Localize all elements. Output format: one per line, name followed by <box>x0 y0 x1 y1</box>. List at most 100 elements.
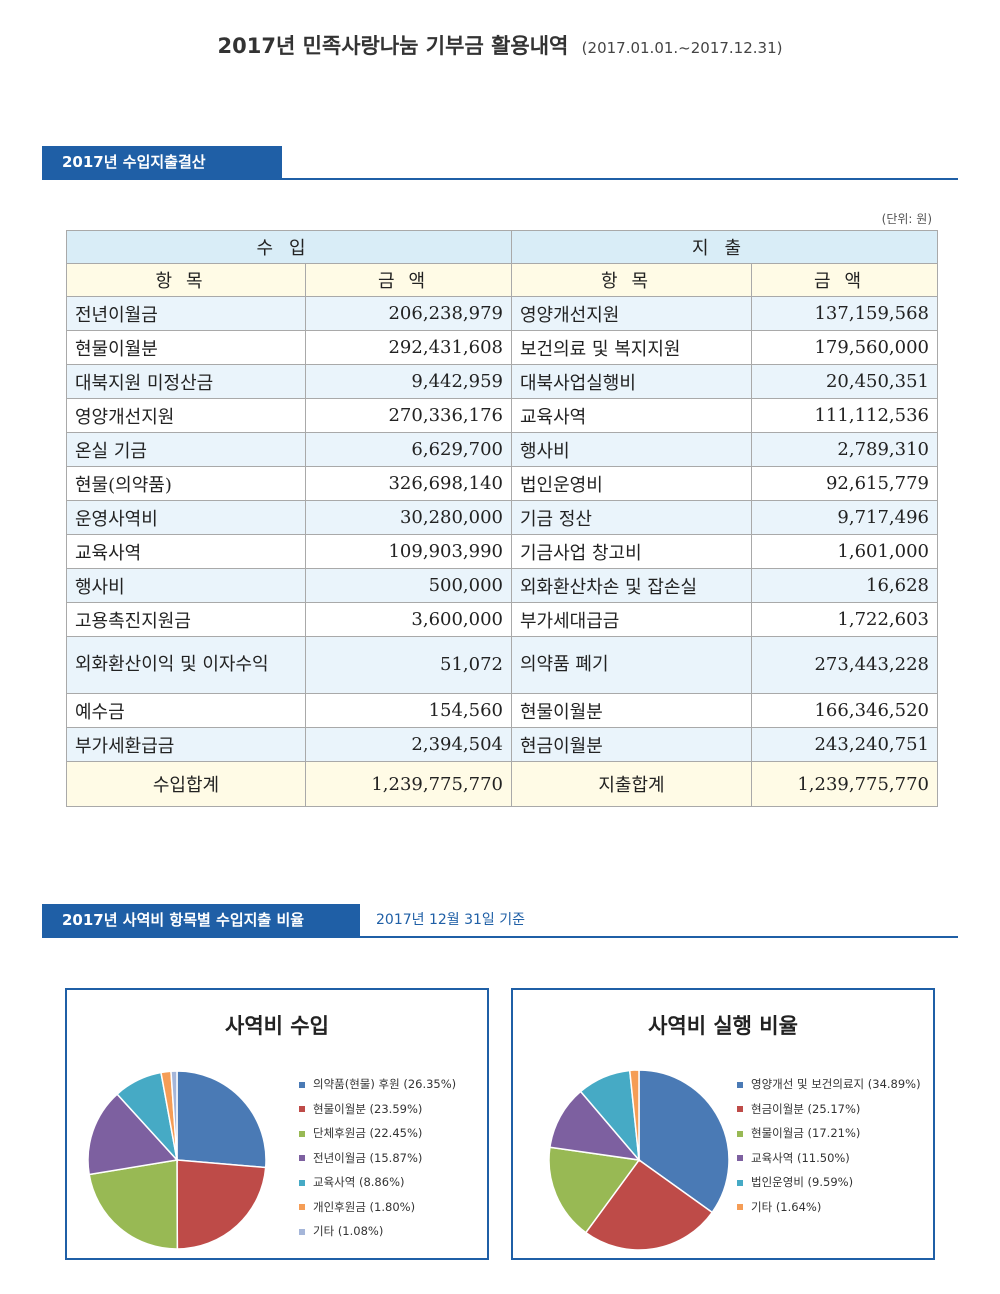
income-chart-box: 사역비 수입 의약품(현물) 후원 (26.35%) 현물이월분 (23.59%)… <box>65 988 489 1260</box>
legend-swatch <box>299 1106 305 1112</box>
income-item-cell: 행사비 <box>66 568 306 603</box>
expense-item-cell: 기금사업 창고비 <box>511 534 752 569</box>
table-row: 대북지원 미정산금 9,442,959 대북사업실행비 20,450,351 <box>66 364 938 399</box>
expense-amount-cell: 20,450,351 <box>751 364 938 399</box>
legend-item: 의약품(현물) 후원 (26.35%) <box>299 1074 456 1099</box>
pie-slice-1 <box>176 1070 267 1169</box>
legend-label: 현물이월금 (17.21%) <box>751 1126 861 1140</box>
expense-item-cell: 현금이월분 <box>511 727 752 762</box>
income-item-cell: 현물이월분 <box>66 330 306 365</box>
expense-amount-cell: 179,560,000 <box>751 330 938 365</box>
income-amount-cell: 270,336,176 <box>305 398 512 433</box>
income-amount-cell: 30,280,000 <box>305 500 512 535</box>
section-header-settlement: 2017년 수입지출결산 <box>42 146 958 180</box>
expense-amount-cell: 273,443,228 <box>751 636 938 694</box>
income-amount-cell: 292,431,608 <box>305 330 512 365</box>
expense-chart-title: 사역비 실행 비율 <box>648 1014 798 1038</box>
table-row: 외화환산이익 및 이자수익 51,072 의약품 폐기 273,443,228 <box>66 636 938 694</box>
table-row: 온실 기금 6,629,700 행사비 2,789,310 <box>66 432 938 467</box>
section-title-settlement: 2017년 수입지출결산 <box>42 146 282 178</box>
legend-swatch <box>299 1179 305 1186</box>
legend-swatch <box>737 1081 743 1088</box>
expense-amount-header: 금액 <box>751 263 938 297</box>
expense-item-cell: 교육사역 <box>511 398 752 433</box>
pie-slice-7 <box>170 1070 178 1161</box>
pie-slice-3 <box>548 1146 641 1234</box>
income-item-cell: 교육사역 <box>66 534 306 569</box>
table-row: 영양개선지원 270,336,176 교육사역 111,112,536 <box>66 398 938 433</box>
income-item-cell: 운영사역비 <box>66 500 306 535</box>
section-header-ratio: 2017년 사역비 항목별 수입지출 비율 2017년 12월 31일 기준 <box>42 904 958 938</box>
expense-item-cell: 대북사업실행비 <box>511 364 752 399</box>
income-amount-cell: 2,394,504 <box>305 727 512 762</box>
income-amount-cell: 51,072 <box>305 636 512 694</box>
income-amount-cell: 109,903,990 <box>305 534 512 569</box>
expense-header: 지출 <box>511 230 938 264</box>
legend-item: 교육사역 (11.50%) <box>737 1148 921 1173</box>
income-item-cell: 영양개선지원 <box>66 398 306 433</box>
table-row: 현물(의약품) 326,698,140 법인운영비 92,615,779 <box>66 466 938 501</box>
expense-amount-cell: 137,159,568 <box>751 296 938 331</box>
table-row: 부가세환급금 2,394,504 현금이월분 243,240,751 <box>66 727 938 762</box>
legend-swatch <box>299 1081 305 1088</box>
income-chart-title: 사역비 수입 <box>225 1014 329 1038</box>
legend-label: 단체후원금 (22.45%) <box>313 1126 423 1140</box>
pie-slice-2 <box>176 1159 267 1250</box>
legend-swatch <box>737 1130 743 1137</box>
pie-slice-4 <box>549 1090 641 1162</box>
income-item-cell: 현물(의약품) <box>66 466 306 501</box>
expense-item-cell: 보건의료 및 복지지원 <box>511 330 752 365</box>
legend-label: 개인후원금 (1.80%) <box>313 1199 416 1214</box>
legend-label: 현물이월분 (23.59%) <box>313 1101 423 1116</box>
expense-amount-cell: 92,615,779 <box>751 466 938 501</box>
expense-legend: 영양개선 및 보건의료지 (34.89%) 현금이월분 (25.17%) 현물이월금… <box>737 1074 921 1221</box>
legend-label: 기타 (1.64%) <box>751 1199 822 1214</box>
expense-item-header: 항목 <box>511 263 752 297</box>
page-title-text: 2017년 민족사랑나눔 기부금 활용내역 <box>217 34 569 58</box>
income-amount-cell: 3,600,000 <box>305 602 512 637</box>
expense-item-cell: 행사비 <box>511 432 752 467</box>
expense-item-cell: 현물이월분 <box>511 693 752 728</box>
expense-item-cell: 의약품 폐기 <box>511 636 752 694</box>
income-amount-cell: 326,698,140 <box>305 466 512 501</box>
expense-amount-cell: 1,601,000 <box>751 534 938 569</box>
settlement-table: 수입 지출 항목 금액 항목 금액 전년이월금 206,238,979 영양개선지원… <box>66 230 938 807</box>
expense-amount-cell: 16,628 <box>751 568 938 603</box>
legend-label: 전년이월금 (15.87%) <box>313 1150 423 1165</box>
expense-amount-cell: 243,240,751 <box>751 727 938 762</box>
table-row: 예수금 154,560 현물이월분 166,346,520 <box>66 693 938 728</box>
legend-label: 법인운영비 (9.59%) <box>751 1175 854 1189</box>
legend-item: 현금이월분 (25.17%) <box>737 1099 921 1124</box>
page-period: (2017.01.01.~2017.12.31) <box>581 39 783 57</box>
expense-item-cell: 부가세대급금 <box>511 602 752 637</box>
income-item-cell: 대북지원 미정산금 <box>66 364 306 399</box>
income-item-cell: 외화환산이익 및 이자수익 <box>66 636 306 694</box>
expense-amount-cell: 2,789,310 <box>751 432 938 467</box>
legend-swatch <box>737 1155 743 1161</box>
total-row: 수입합계 1,239,775,770 지출합계 1,239,775,770 <box>66 761 938 807</box>
legend-swatch <box>299 1155 305 1161</box>
expense-amount-cell: 166,346,520 <box>751 693 938 728</box>
expense-chart-box: 사역비 실행 비율 영양개선 및 보건의료지 (34.89%) 현금이월분 (25… <box>511 988 935 1260</box>
pie-slice-4 <box>87 1093 179 1176</box>
pie-slice-6 <box>628 1069 640 1161</box>
income-item-cell: 온실 기금 <box>66 432 306 467</box>
income-amount-cell: 9,442,959 <box>305 364 512 399</box>
income-total-amount: 1,239,775,770 <box>305 761 512 807</box>
unit-label: (단위: 원) <box>881 212 932 226</box>
table-row: 전년이월금 206,238,979 영양개선지원 137,159,568 <box>66 296 938 331</box>
pie-slice-2 <box>584 1158 714 1251</box>
income-item-header: 항목 <box>66 263 306 297</box>
income-item-cell: 예수금 <box>66 693 306 728</box>
income-total-label: 수입합계 <box>66 761 306 807</box>
table-row: 교육사역 109,903,990 기금사업 창고비 1,601,000 <box>66 534 938 569</box>
legend-swatch <box>299 1204 305 1210</box>
section-title-ratio: 2017년 사역비 항목별 수입지출 비율 <box>42 904 360 936</box>
income-amount-cell: 154,560 <box>305 693 512 728</box>
table-row: 운영사역비 30,280,000 기금 정산 9,717,496 <box>66 500 938 535</box>
table-row: 현물이월분 292,431,608 보건의료 및 복지지원 179,560,000 <box>66 330 938 365</box>
expense-total-label: 지출합계 <box>511 761 752 807</box>
legend-label: 기타 (1.08%) <box>313 1224 384 1238</box>
legend-item: 현물이월분 (23.59%) <box>299 1099 456 1124</box>
legend-swatch <box>299 1130 305 1137</box>
